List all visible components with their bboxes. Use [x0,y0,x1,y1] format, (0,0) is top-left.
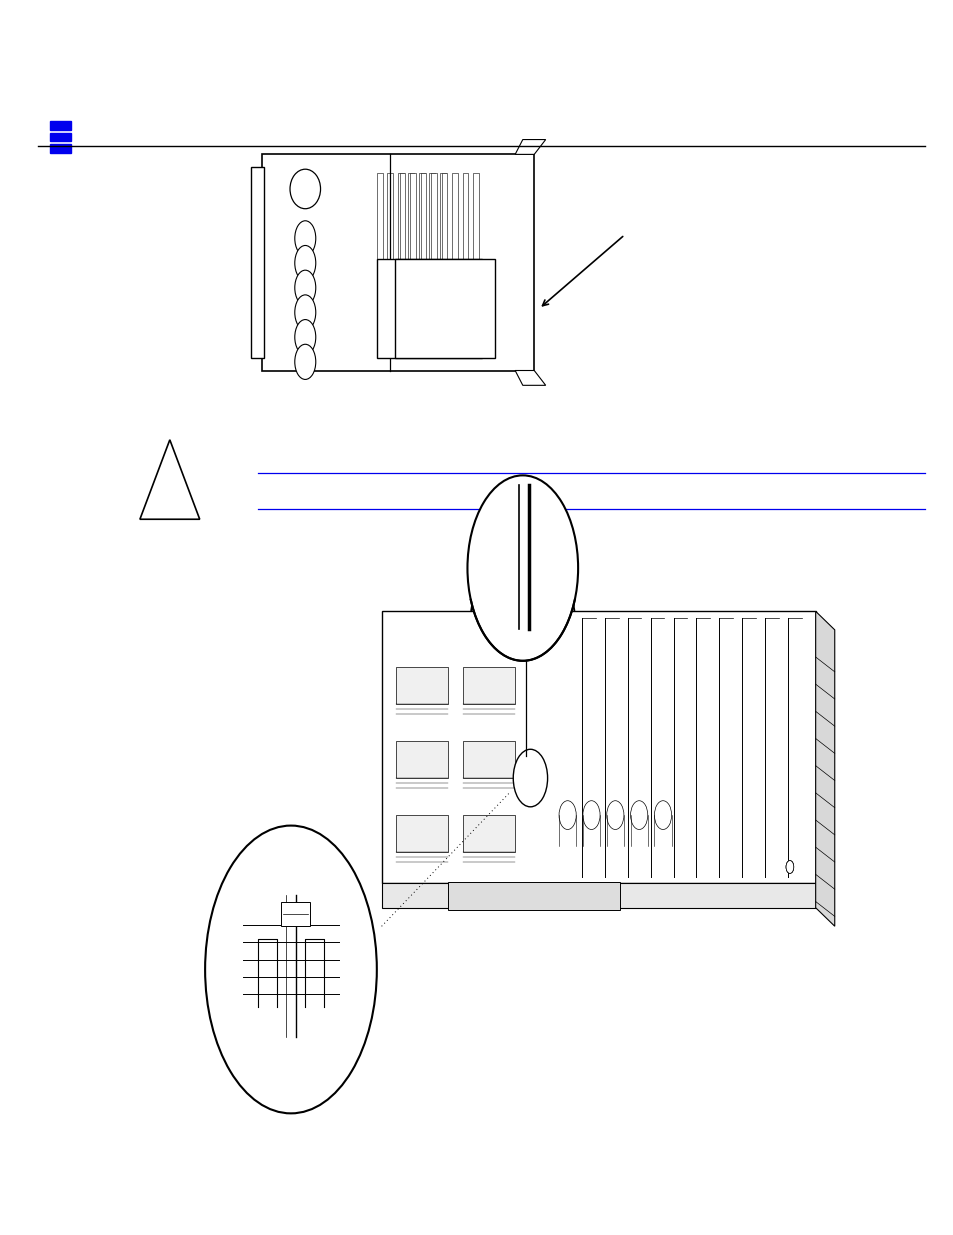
Bar [418,173,424,296]
Polygon shape [381,883,815,908]
Bar [462,815,515,852]
Bar [395,741,448,778]
Bar [281,902,310,926]
Bar [387,173,393,296]
Bar [439,173,445,296]
Ellipse shape [513,750,547,806]
Ellipse shape [630,800,647,830]
Ellipse shape [294,345,315,379]
Bar [448,882,619,910]
Ellipse shape [294,295,315,330]
Bar [262,154,534,370]
Bar [429,173,435,296]
Ellipse shape [654,800,671,830]
Bar [50,144,71,153]
Bar [50,121,71,130]
Ellipse shape [606,800,623,830]
Bar [395,259,495,358]
Polygon shape [381,611,815,883]
Polygon shape [515,370,545,385]
Polygon shape [140,440,199,519]
Bar [452,173,457,296]
Bar [395,815,448,852]
Bar [431,173,436,296]
Bar [395,667,448,704]
Ellipse shape [785,861,793,873]
Bar [441,173,447,296]
Bar [410,173,416,296]
Bar [408,173,414,296]
Ellipse shape [294,246,315,280]
Ellipse shape [294,270,315,305]
Ellipse shape [290,169,320,209]
Bar [251,167,264,358]
Bar [473,173,478,296]
Bar [462,741,515,778]
Bar [462,173,468,296]
Ellipse shape [294,221,315,256]
Ellipse shape [785,861,793,873]
Ellipse shape [467,475,578,661]
Bar [376,259,481,358]
Ellipse shape [582,800,599,830]
Ellipse shape [294,320,315,354]
Bar [462,667,515,704]
Polygon shape [815,611,834,926]
Bar [376,173,382,296]
Bar [399,173,405,296]
Bar [50,133,71,142]
Bar [420,173,426,296]
Ellipse shape [205,825,376,1114]
Ellipse shape [785,861,793,873]
Polygon shape [515,140,545,154]
Ellipse shape [558,800,576,830]
Bar [397,173,403,296]
